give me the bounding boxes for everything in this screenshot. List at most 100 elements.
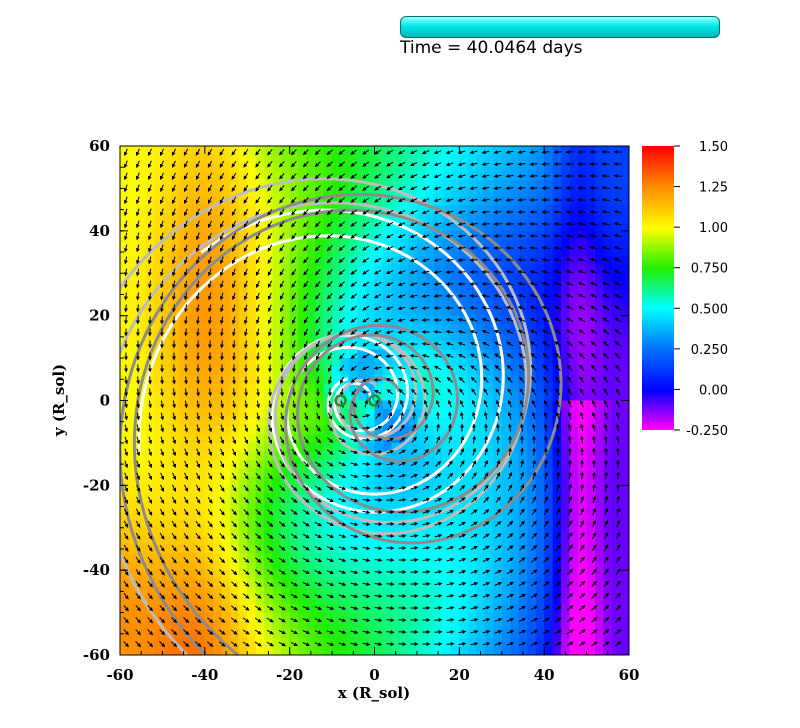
heatmap-cell [382, 646, 393, 655]
velocity-arrow [195, 569, 201, 576]
heatmap-cell [323, 349, 333, 359]
heatmap-cell [247, 502, 257, 512]
heatmap-cell [484, 358, 494, 368]
heatmap-cell [162, 587, 172, 597]
heatmap-cell [561, 205, 571, 215]
heatmap-cell [179, 146, 189, 156]
velocity-arrow [195, 304, 200, 313]
heatmap-cell [544, 264, 554, 274]
heatmap-cell [255, 451, 265, 461]
heatmap-cell [349, 544, 359, 554]
heatmap-cell [153, 341, 164, 351]
heatmap-cell [323, 188, 333, 198]
heatmap-cell [247, 570, 257, 580]
heatmap-cell [459, 595, 469, 605]
heatmap-cell [298, 281, 308, 291]
velocity-arrow [135, 304, 140, 313]
heatmap-cell [561, 273, 571, 283]
heatmap-cell [196, 553, 206, 563]
heatmap-cell [518, 612, 528, 622]
heatmap-cell [603, 646, 613, 655]
heatmap-cell [391, 290, 401, 300]
heatmap-cell [120, 196, 130, 206]
time-label: Time = 40.0464 days [400, 38, 583, 58]
velocity-arrow [195, 148, 201, 156]
heatmap-cell [467, 468, 477, 478]
heatmap-cell [552, 502, 562, 512]
heatmap-cell [272, 290, 282, 300]
heatmap-cell [306, 510, 316, 520]
heatmap-cell [315, 341, 325, 351]
heatmap-cell [552, 459, 562, 469]
heatmap-cell [213, 146, 223, 156]
heatmap-cell [416, 264, 426, 274]
heatmap-cell [162, 570, 172, 580]
heatmap-cell [238, 595, 248, 605]
heatmap-cell [442, 222, 452, 232]
heatmap-cell [425, 595, 435, 605]
heatmap-cell [399, 578, 410, 588]
heatmap-cell [569, 417, 579, 427]
heatmap-cell [255, 536, 265, 546]
heatmap-cell [425, 196, 435, 206]
heatmap-cell [578, 417, 588, 427]
heatmap-cell [569, 247, 579, 257]
heatmap-cell [162, 434, 172, 444]
heatmap-cell [425, 425, 435, 436]
heatmap-cell [527, 570, 537, 580]
heatmap-cell [425, 434, 435, 444]
heatmap-cell [459, 324, 469, 334]
heatmap-cell [510, 408, 520, 419]
heatmap-cell [340, 196, 350, 206]
heatmap-cell [187, 527, 197, 537]
heatmap-cell [213, 578, 223, 588]
heatmap-cell [255, 510, 265, 520]
heatmap-cell [450, 646, 460, 655]
heatmap-cell [450, 307, 460, 317]
heatmap-cell [128, 341, 138, 351]
heatmap-cell [170, 417, 180, 427]
heatmap-cell [493, 527, 503, 537]
heatmap-cell [442, 442, 452, 452]
heatmap-cell [145, 621, 155, 631]
heatmap-cell [162, 553, 172, 563]
heatmap-cell [493, 502, 503, 512]
heatmap-cell [399, 247, 410, 257]
heatmap-cell [153, 629, 164, 639]
velocity-arrow [171, 593, 177, 600]
heatmap-cell [425, 332, 435, 342]
heatmap-cell [179, 154, 189, 164]
velocity-arrow [183, 556, 189, 564]
heatmap-cell [544, 196, 554, 206]
velocity-arrow [195, 496, 201, 504]
heatmap-cell [315, 638, 325, 648]
heatmap-cell [128, 256, 138, 266]
heatmap-cell [179, 510, 189, 520]
heatmap-cell [179, 493, 189, 503]
heatmap-cell [332, 459, 342, 469]
heatmap-cell [153, 179, 164, 190]
heatmap-cell [179, 222, 189, 232]
heatmap-cell [357, 222, 367, 232]
heatmap-cell [612, 324, 622, 334]
heatmap-cell [433, 290, 443, 300]
heatmap-cell [332, 273, 342, 283]
velocity-arrow [147, 184, 152, 193]
heatmap-cell [433, 256, 443, 266]
heatmap-cell [128, 570, 138, 580]
heatmap-cell [425, 162, 435, 173]
heatmap-cell [586, 629, 596, 639]
heatmap-cell [442, 519, 452, 529]
heatmap-cell [408, 570, 418, 580]
heatmap-cell [366, 196, 376, 206]
heatmap-cell [425, 638, 435, 648]
heatmap-cell [162, 179, 172, 190]
heatmap-cell [196, 154, 206, 164]
heatmap-cell [221, 638, 231, 648]
heatmap-cell [289, 451, 299, 461]
heatmap-cell [476, 536, 486, 546]
heatmap-cell [349, 442, 359, 452]
velocity-arrow [195, 532, 201, 540]
heatmap-cell [315, 256, 325, 266]
heatmap-cell [544, 366, 554, 376]
